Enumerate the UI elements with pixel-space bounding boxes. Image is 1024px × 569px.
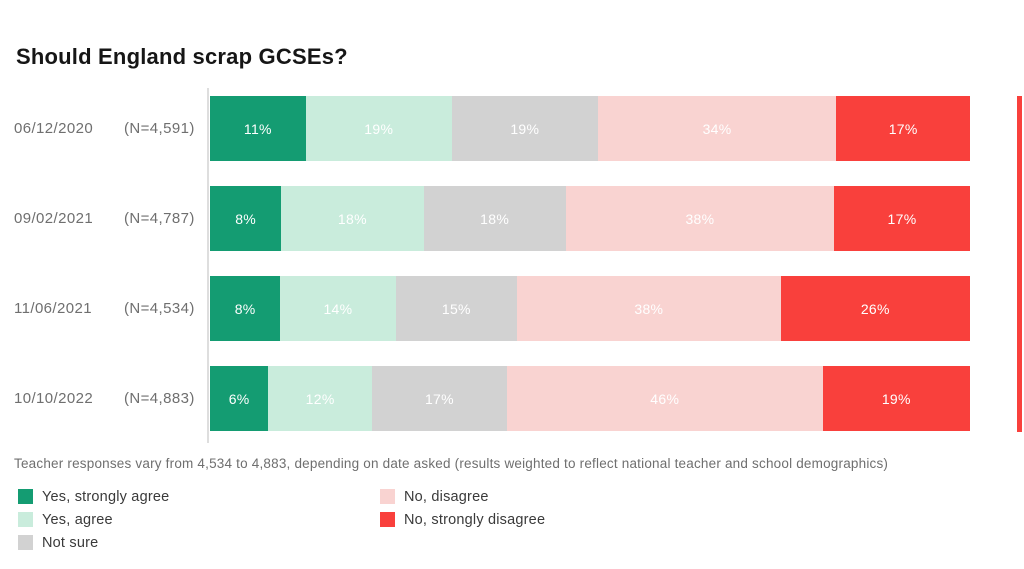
stacked-bar: 8% 14% 15% 38% 26% [210,276,971,341]
legend-label: Yes, agree [42,511,113,528]
bar-segment-not-sure: 15% [395,276,518,341]
y-axis-line [207,88,209,443]
bar-segment-value: 17% [887,210,917,227]
bar-segment-value: 12% [305,390,335,407]
footnote-text: Teacher responses vary from 4,534 to 4,8… [14,456,889,471]
bar-segment-no-strongly-disagree: 17% [834,186,970,251]
legend-swatch [18,535,33,550]
bar-segment-value: 38% [685,210,715,227]
row-label: 06/12/2020 (N=4,591) [0,96,210,161]
bar-segment-value: 17% [888,120,918,137]
bar-segment-no-strongly-disagree: 19% [822,366,970,431]
bar-segment-value: 8% [234,300,256,317]
bar-segment-value: 19% [881,390,911,407]
legend-label: No, strongly disagree [404,511,546,528]
legend-item-yes-agree: Yes, agree [18,508,169,531]
bar-segment-value: 14% [323,300,353,317]
legend-swatch [18,489,33,504]
bar-segment-yes-agree: 19% [305,96,452,161]
bar-segment-no-strongly-disagree: 17% [836,96,971,161]
legend-swatch [380,489,395,504]
stacked-bar: 6% 12% 17% 46% 19% [210,366,970,431]
bar-segment-no-strongly-disagree: 26% [780,276,971,341]
legend-label: No, disagree [404,488,489,505]
bar-segment-value: 15% [441,300,471,317]
legend-column-2: No, disagree No, strongly disagree [380,485,545,531]
bar-segment-yes-strongly-agree: 8% [210,186,282,251]
stacked-bar-chart: 06/12/2020 (N=4,591) 11% 19% 19% 34% 17% 09/02/… [0,96,971,456]
bar-segment-not-sure: 19% [451,96,598,161]
row-sample-size: (N=4,883) [124,390,195,407]
legend-item-no-disagree: No, disagree [380,485,545,508]
row-label: 10/10/2022 (N=4,883) [0,366,210,431]
bar-segment-value: 38% [634,300,664,317]
bar-segment-yes-agree: 18% [281,186,424,251]
legend-item-no-strongly-disagree: No, strongly disagree [380,508,545,531]
bar-segment-yes-strongly-agree: 6% [210,366,269,431]
bar-segment-value: 18% [337,210,367,227]
row-label: 11/06/2021 (N=4,534) [0,276,210,341]
row-date-label: 09/02/2021 [14,210,94,227]
row-sample-size: (N=4,591) [124,120,195,137]
stacked-bar: 8% 18% 18% 38% 17% [210,186,970,251]
bar-segment-value: 6% [228,390,250,407]
bar-segment-no-disagree: 46% [506,366,823,431]
bar-segment-value: 17% [424,390,454,407]
legend-column-1: Yes, strongly agree Yes, agree Not sure [18,485,169,554]
row-sample-size: (N=4,534) [124,300,195,317]
row-label: 09/02/2021 (N=4,787) [0,186,210,251]
legend-item-yes-strongly-agree: Yes, strongly agree [18,485,169,508]
row-date-label: 11/06/2021 [14,300,92,317]
row-date-label: 10/10/2022 [14,390,94,407]
stacked-bar: 11% 19% 19% 34% 17% [210,96,971,161]
bar-segment-value: 34% [702,120,732,137]
bar-row: 09/02/2021 (N=4,787) 8% 18% 18% 38% 17% [0,186,970,251]
bar-segment-value: 26% [860,300,890,317]
legend-swatch [380,512,395,527]
bar-segment-value: 18% [480,210,510,227]
right-edge-marker-line [1017,96,1022,432]
chart-title: Should England scrap GCSEs? [16,44,348,69]
row-date-label: 06/12/2020 [14,120,94,137]
bar-row: 11/06/2021 (N=4,534) 8% 14% 15% 38% 26% [0,276,971,341]
legend-label: Not sure [42,534,99,551]
bar-row: 10/10/2022 (N=4,883) 6% 12% 17% 46% 19% [0,366,970,431]
bar-segment-yes-agree: 14% [280,276,396,341]
bar-row: 06/12/2020 (N=4,591) 11% 19% 19% 34% 17% [0,96,971,161]
bar-segment-not-sure: 18% [423,186,566,251]
bar-segment-yes-strongly-agree: 11% [210,96,306,161]
bar-segment-no-disagree: 34% [597,96,837,161]
bar-segment-yes-strongly-agree: 8% [210,276,281,341]
bar-segment-value: 46% [650,390,680,407]
bar-segment-not-sure: 17% [371,366,507,431]
bar-segment-value: 11% [243,120,272,137]
bar-segment-value: 19% [510,120,540,137]
bar-segment-value: 8% [235,210,257,227]
bar-segment-value: 19% [364,120,394,137]
bar-segment-no-disagree: 38% [565,186,835,251]
row-sample-size: (N=4,787) [124,210,195,227]
legend-swatch [18,512,33,527]
legend-item-not-sure: Not sure [18,531,169,554]
legend-label: Yes, strongly agree [42,488,170,505]
bar-segment-yes-agree: 12% [268,366,372,431]
bar-segment-no-disagree: 38% [517,276,781,341]
